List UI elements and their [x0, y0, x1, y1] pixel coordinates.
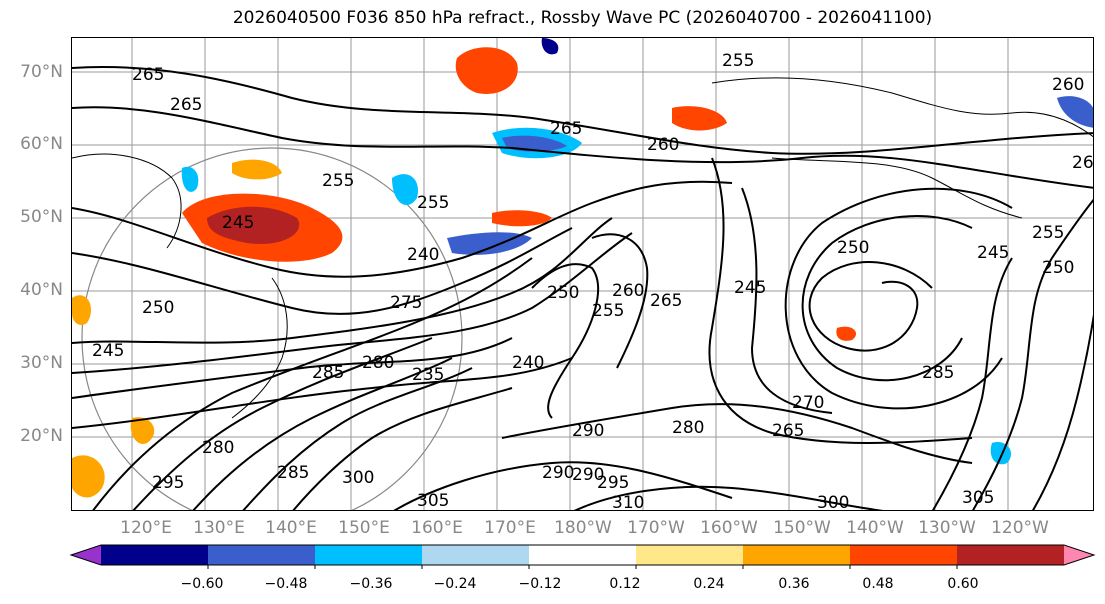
- contour-label: 285: [312, 363, 344, 383]
- contour-label: 255: [1032, 223, 1064, 243]
- colorbar-arrow-right: [1064, 545, 1094, 565]
- lon-label-120e: 120°E: [120, 518, 172, 538]
- lat-label-20: 20°N: [20, 426, 63, 446]
- contour-label: 265: [650, 291, 682, 311]
- contour-label: 260: [1052, 75, 1084, 95]
- lon-label-150w: 150°W: [773, 518, 831, 538]
- colorbar-tick: −0.60: [180, 576, 224, 592]
- contour-label: 310: [612, 493, 644, 511]
- contour-label: 265: [772, 421, 804, 441]
- contour-label: 295: [597, 473, 629, 493]
- contour-label: 265: [550, 119, 582, 139]
- lat-label-60: 60°N: [20, 134, 63, 154]
- colorbar-tick: 0.36: [778, 576, 810, 592]
- contour-label: 235: [412, 365, 444, 385]
- contour-label: 265: [132, 65, 164, 85]
- lat-label-70: 70°N: [20, 62, 63, 82]
- plot-title: 2026040500 F036 850 hPa refract., Rossby…: [232, 8, 933, 28]
- contour-label: 250: [547, 283, 579, 303]
- contour-label: 275: [390, 293, 422, 313]
- colorbar-segment: [208, 545, 316, 565]
- reference-circle: [81, 147, 463, 510]
- contour-label: 290: [542, 463, 574, 483]
- contour-label: 245: [222, 213, 254, 233]
- lon-label-170w: 170°W: [627, 518, 685, 538]
- refractivity-fill: [72, 38, 1093, 498]
- contour-label: 290: [572, 465, 604, 485]
- map-canvas: 265 265 255 260 255 265 260 255 240 245 …: [72, 38, 1094, 511]
- contour-label: 255: [322, 171, 354, 191]
- contour-label: 255: [722, 51, 754, 71]
- lon-label-130w: 130°W: [918, 518, 976, 538]
- colorbar-tick: −0.12: [518, 576, 562, 592]
- colorbar-tick: 0.12: [609, 576, 641, 592]
- contour-label: 265: [170, 95, 202, 115]
- lon-label-150e: 150°E: [338, 518, 390, 538]
- colorbar-tick: 0.24: [693, 576, 725, 592]
- lon-label-170e: 170°E: [484, 518, 536, 538]
- contour-label: 285: [277, 463, 309, 483]
- lon-label-140w: 140°W: [846, 518, 904, 538]
- contour-label: 305: [962, 488, 994, 508]
- map-panel: 265 265 255 260 255 265 260 255 240 245 …: [71, 37, 1094, 511]
- contour-label: 300: [817, 493, 849, 511]
- contour-label: 260: [612, 281, 644, 301]
- lon-label-160e: 160°E: [411, 518, 463, 538]
- lat-label-30: 30°N: [20, 353, 63, 373]
- contour-label: 290: [572, 421, 604, 441]
- contour-label: 295: [152, 473, 184, 493]
- colorbar-segment: [743, 545, 851, 565]
- lat-label-50: 50°N: [20, 207, 63, 227]
- colorbar: [69, 544, 1096, 569]
- contour-label: 280: [362, 353, 394, 373]
- colorbar-segment: [636, 545, 744, 565]
- contour-lines: [72, 66, 1093, 510]
- contour-label: 245: [734, 278, 766, 298]
- contour-label: 300: [342, 468, 374, 488]
- lon-label-180w: 180°W: [554, 518, 612, 538]
- lon-label-120w: 120°W: [991, 518, 1049, 538]
- contour-label: 250: [1042, 258, 1074, 278]
- contour-label: 240: [512, 353, 544, 373]
- colorbar-tick: 0.48: [862, 576, 894, 592]
- colorbar-segment: [957, 545, 1065, 565]
- contour-label: 260: [647, 135, 679, 155]
- colorbar-tick: −0.36: [349, 576, 393, 592]
- colorbar-segment: [422, 545, 530, 565]
- contour-label: 250: [837, 238, 869, 258]
- lon-label-130e: 130°E: [193, 518, 245, 538]
- contour-label: 305: [417, 491, 449, 511]
- contour-label: 270: [792, 393, 824, 413]
- colorbar-segment: [101, 545, 209, 565]
- graticule: [72, 38, 1093, 510]
- colorbar-segment: [315, 545, 423, 565]
- colorbar-arrow-left: [71, 545, 101, 565]
- contour-label: 245: [977, 243, 1009, 263]
- contour-label-group: 265 265 255 260 255 265 260 255 240 245 …: [92, 51, 1094, 511]
- contour-label: 280: [202, 438, 234, 458]
- contour-label: 240: [407, 245, 439, 265]
- colorbar-tick: −0.48: [264, 576, 308, 592]
- colorbar-tick: 0.60: [947, 576, 979, 592]
- lon-label-140e: 140°E: [265, 518, 317, 538]
- contour-label: 255: [417, 193, 449, 213]
- lon-label-160w: 160°W: [700, 518, 758, 538]
- colorbar-outline: [69, 544, 1096, 566]
- coastlines: [72, 77, 1093, 419]
- colorbar-tick: −0.24: [433, 576, 477, 592]
- contour-label: 255: [592, 301, 624, 321]
- contour-label: 260: [1072, 153, 1094, 173]
- colorbar-segment: [850, 545, 958, 565]
- contour-label: 250: [142, 298, 174, 318]
- contour-label: 280: [672, 418, 704, 438]
- contour-label: 245: [92, 341, 124, 361]
- colorbar-segment: [529, 545, 637, 565]
- contour-label: 285: [922, 363, 954, 383]
- lat-label-40: 40°N: [20, 280, 63, 300]
